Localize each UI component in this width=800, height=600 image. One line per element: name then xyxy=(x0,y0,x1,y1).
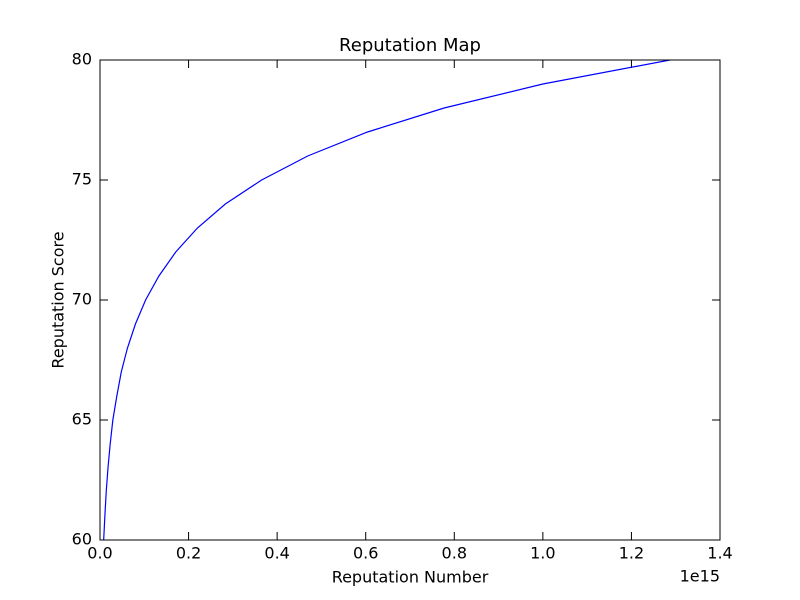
x-tick-label: 0.0 xyxy=(87,544,112,563)
y-tick-label: 60 xyxy=(72,530,92,549)
x-offset-label: 1e15 xyxy=(680,567,720,586)
x-tick-label: 1.4 xyxy=(707,544,732,563)
x-tick-label: 0.8 xyxy=(442,544,467,563)
x-axis-label: Reputation Number xyxy=(332,568,489,587)
y-tick-label: 70 xyxy=(72,290,92,309)
x-tick-label: 1.2 xyxy=(619,544,644,563)
plot-frame xyxy=(99,59,721,541)
x-tick-label: 1.0 xyxy=(530,544,555,563)
chart-title: Reputation Map xyxy=(339,35,481,56)
y-tick-label: 65 xyxy=(72,410,92,429)
data-line xyxy=(103,60,671,540)
y-tick-label: 80 xyxy=(72,50,92,69)
x-tick-label: 0.6 xyxy=(353,544,378,563)
x-tick-label: 0.4 xyxy=(264,544,289,563)
x-tick-label: 0.2 xyxy=(176,544,201,563)
y-axis-label: Reputation Score xyxy=(49,231,68,368)
y-tick-label: 75 xyxy=(72,170,92,189)
